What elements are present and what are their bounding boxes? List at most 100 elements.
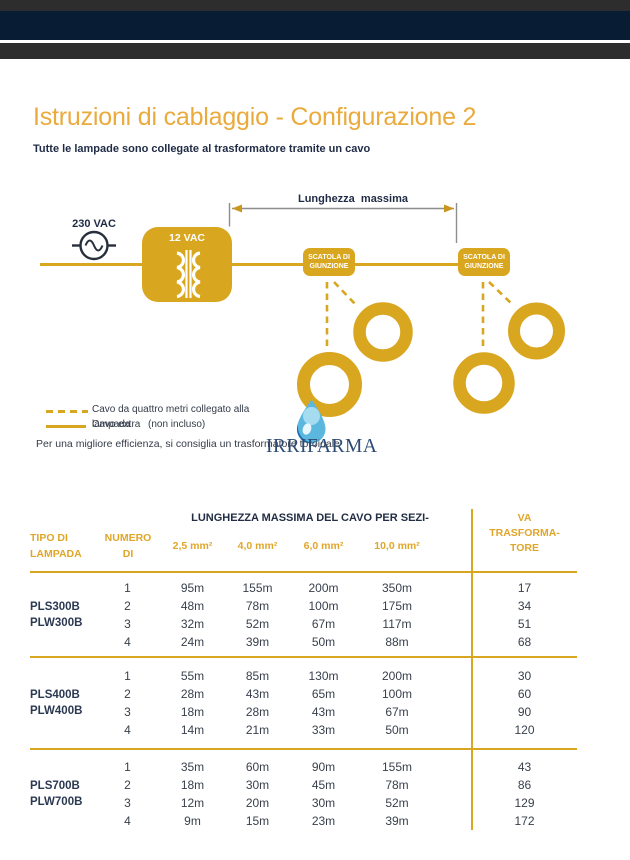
lamp-type-label: PLW400B	[30, 705, 83, 717]
dimension-arrow-right	[444, 204, 454, 213]
lamp-count-cell: 4	[124, 723, 131, 737]
col-header-va-transformer: VA TRASFORMA- TORE	[472, 511, 577, 556]
cable-length-cell: 24m	[180, 635, 205, 649]
legend-solid-label-suffix: (non incluso)	[148, 419, 206, 430]
lamp-ring	[353, 302, 413, 362]
cable-length-cell: 28m	[180, 687, 205, 701]
legend-dashed-label: Cavo da quattro metri collegato alla	[92, 404, 250, 415]
irrifarma-logo-text: IRRIFARMA	[266, 436, 378, 457]
table-group: PLS400B PLW400B 1 55m 85m 130m 200m 30 2 28m 43m 65…	[30, 658, 577, 750]
col-header-line: VA	[517, 512, 532, 524]
cable-length-cell: 85m	[245, 669, 270, 683]
cable-length-cell: 30m	[245, 778, 270, 792]
lamp-type-cell: PLS300B PLW300B	[30, 579, 100, 651]
lamp-type-label: PLS300B	[30, 601, 80, 613]
lamp-rings	[297, 302, 565, 417]
cable-length-cell: 55m	[180, 669, 205, 683]
col-header-line: TRASFORMA-	[489, 527, 560, 539]
viewer-toolbar	[0, 11, 630, 40]
junction-box-label: GIUNZIONE	[309, 263, 349, 270]
col-header-section-2-5: 2,5 mm²	[172, 540, 213, 552]
cable-length-cell: 35m	[180, 760, 205, 774]
va-cell: 68	[517, 635, 532, 649]
cable-length-cell: 50m	[385, 723, 409, 737]
cable-length-cell: 45m	[311, 778, 336, 792]
cable-length-cell: 50m	[311, 635, 336, 649]
lamp-count-cell: 2	[124, 778, 131, 792]
cable-length-cell: 117m	[382, 617, 412, 631]
cable-length-cell: 39m	[245, 635, 270, 649]
cable-length-cell: 20m	[245, 796, 270, 810]
source-voltage-label: 230 VAC	[72, 218, 116, 230]
page-title: Istruzioni di cablaggio - Configurazione…	[33, 103, 477, 131]
lamp-count-cell: 1	[124, 760, 131, 774]
viewer-secondary-bar	[0, 43, 630, 59]
cable-length-cell: 12m	[180, 796, 205, 810]
col-header-section-6-0: 6,0 mm²	[303, 540, 344, 552]
lamp-count-cell: 1	[124, 669, 131, 683]
col-header-line: TORE	[510, 542, 539, 554]
legend-dashed-line-sample	[46, 410, 88, 413]
cable-length-cell: 67m	[385, 705, 409, 719]
cable-length-cell: 95m	[180, 581, 205, 595]
junction-box-label: GIUNZIONE	[464, 263, 504, 270]
va-cell: 120	[514, 723, 535, 737]
lamp-type-cell: PLS400B PLW400B	[30, 667, 100, 739]
transformer-box: 12 VAC	[142, 227, 232, 302]
va-cell: 17	[517, 581, 532, 595]
cable-length-cell: 30m	[311, 796, 336, 810]
table-groups: PLS300B PLW300B 1 95m 155m 200m 350m 17 2 48m 78m 1…	[30, 571, 577, 830]
table-group: PLS700B PLW700B 1 35m 60m 90m 155m 43 2 18m 30m 45m…	[30, 750, 577, 830]
lamp-count-cell: 3	[124, 705, 131, 719]
wiring-diagram	[40, 203, 565, 444]
lamp-count-cell: 3	[124, 796, 131, 810]
cable-length-cell: 9m	[184, 814, 201, 828]
col-header-number: NUMERO DI	[95, 531, 161, 562]
lamp-count-cell: 2	[124, 687, 131, 701]
cable-length-cell: 175m	[381, 599, 413, 613]
cable-length-cell: 78m	[245, 599, 270, 613]
lamp-cables-dashed	[325, 281, 514, 351]
cable-length-cell: 39m	[385, 814, 409, 828]
junction-box-label: SCATOLA DI	[308, 253, 350, 261]
junction-box-2: SCATOLA DI GIUNZIONE	[458, 248, 510, 276]
lamp-count-cell: 2	[124, 599, 131, 613]
cable-length-cell: 18m	[180, 705, 205, 719]
lamp-type-label: PLS400B	[30, 689, 80, 701]
lamp-count-cell: 4	[124, 635, 131, 649]
va-cell: 129	[514, 796, 535, 810]
cable-length-cell: 33m	[311, 723, 336, 737]
cable-length-cell: 60m	[245, 760, 270, 774]
transformer-label: 12 VAC	[169, 232, 205, 244]
dimension-arrow-left	[232, 204, 242, 213]
cable-length-cell: 100m	[381, 687, 413, 701]
legend-solid-line-sample	[46, 425, 86, 428]
va-cell: 43	[517, 760, 532, 774]
junction-box-1: SCATOLA DI GIUNZIONE	[303, 248, 355, 276]
lamp-count-cell: 1	[124, 581, 131, 595]
page-subtitle: Tutte le lampade sono collegate al trasf…	[33, 143, 371, 155]
cable-length-cell: 130m	[308, 669, 339, 683]
efficiency-note: Per una migliore efficienza, si consigli…	[36, 438, 340, 450]
window-top-bar	[0, 0, 630, 11]
cable-length-cell: 65m	[311, 687, 336, 701]
cable-length-cell: 88m	[385, 635, 409, 649]
lamp-type-label: PLS700B	[30, 780, 80, 792]
cable-length-cell: 21m	[245, 723, 270, 737]
col-header-section-4-0: 4,0 mm²	[237, 540, 278, 552]
cable-length-cell: 67m	[311, 617, 336, 631]
cable-length-cell: 200m	[381, 669, 413, 683]
cable-length-cell: 15m	[245, 814, 270, 828]
cable-length-cell: 18m	[180, 778, 205, 792]
va-cell: 86	[517, 778, 532, 792]
cable-length-cell: 23m	[311, 814, 336, 828]
lamp-ring	[297, 352, 362, 417]
col-header-line: NUMERO	[104, 532, 152, 544]
lamp-count-cell: 3	[124, 617, 131, 631]
va-cell: 51	[517, 617, 532, 631]
col-header-line: LAMPADA	[30, 547, 82, 560]
va-cell: 60	[517, 687, 532, 701]
col-header-line: TIPO DI	[30, 532, 68, 544]
cable-length-cell: 14m	[180, 723, 205, 737]
